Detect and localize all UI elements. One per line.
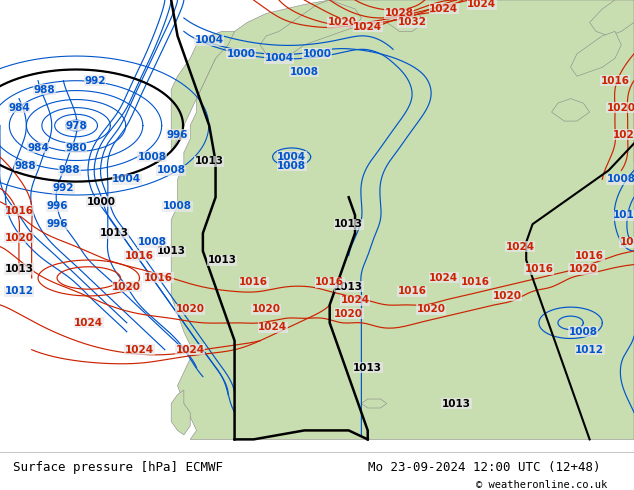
Polygon shape — [387, 9, 425, 31]
Text: 1008: 1008 — [157, 165, 186, 175]
Text: 988: 988 — [34, 85, 55, 95]
Text: 1004: 1004 — [195, 35, 224, 46]
Text: 1016: 1016 — [619, 237, 634, 247]
Polygon shape — [361, 399, 387, 408]
Text: 996: 996 — [46, 219, 68, 229]
Text: 1008: 1008 — [138, 237, 167, 247]
Polygon shape — [171, 31, 235, 152]
Text: 1013: 1013 — [157, 246, 186, 256]
Text: 1016: 1016 — [524, 264, 553, 274]
Polygon shape — [171, 0, 634, 440]
Text: 1013: 1013 — [442, 398, 471, 409]
Text: 1000: 1000 — [87, 197, 116, 207]
Text: 1020: 1020 — [417, 304, 446, 315]
Text: 1024: 1024 — [613, 129, 634, 140]
Text: 1024: 1024 — [505, 242, 534, 251]
Text: 1020: 1020 — [252, 304, 281, 315]
Text: 992: 992 — [53, 183, 74, 194]
Text: Mo 23-09-2024 12:00 UTC (12+48): Mo 23-09-2024 12:00 UTC (12+48) — [368, 461, 600, 474]
Polygon shape — [571, 31, 621, 76]
Text: 1004: 1004 — [264, 53, 294, 63]
Text: 1020: 1020 — [176, 304, 205, 315]
Text: 1032: 1032 — [398, 18, 427, 27]
Text: 988: 988 — [15, 161, 36, 171]
Text: 1008: 1008 — [607, 174, 634, 184]
Text: 1024: 1024 — [467, 0, 496, 9]
Text: 1020: 1020 — [112, 282, 141, 292]
Text: 1024: 1024 — [125, 344, 154, 355]
Text: © weatheronline.co.uk: © weatheronline.co.uk — [476, 480, 607, 490]
Text: 984: 984 — [8, 102, 30, 113]
Text: 978: 978 — [65, 121, 87, 130]
Polygon shape — [171, 390, 190, 435]
Text: 1008: 1008 — [569, 327, 598, 337]
Text: 1028: 1028 — [385, 8, 414, 19]
Text: 1013: 1013 — [195, 156, 224, 167]
Text: 1013: 1013 — [353, 363, 382, 373]
Text: 996: 996 — [46, 201, 68, 211]
Text: 1012: 1012 — [613, 210, 634, 220]
Text: 1013: 1013 — [334, 282, 363, 292]
Text: 1020: 1020 — [334, 309, 363, 319]
Text: 1016: 1016 — [461, 277, 490, 288]
Text: 1004: 1004 — [112, 174, 141, 184]
Text: 1024: 1024 — [429, 4, 458, 14]
Text: 1013: 1013 — [100, 228, 129, 238]
Text: 1024: 1024 — [429, 273, 458, 283]
Text: 1016: 1016 — [575, 250, 604, 261]
Text: 1016: 1016 — [125, 250, 154, 261]
Text: 1020: 1020 — [607, 102, 634, 113]
Text: 1016: 1016 — [144, 273, 173, 283]
Text: 1008: 1008 — [277, 161, 306, 171]
Text: 1024: 1024 — [258, 322, 287, 332]
Text: Surface pressure [hPa] ECMWF: Surface pressure [hPa] ECMWF — [13, 461, 223, 474]
Text: 1013: 1013 — [207, 255, 236, 265]
Text: 1013: 1013 — [4, 264, 34, 274]
Text: 1016: 1016 — [600, 75, 630, 86]
Polygon shape — [590, 0, 634, 36]
Polygon shape — [260, 0, 361, 58]
Text: 1008: 1008 — [290, 67, 319, 77]
Text: 1004: 1004 — [277, 152, 306, 162]
Text: 1016: 1016 — [239, 277, 268, 288]
Text: 1020: 1020 — [4, 233, 34, 243]
Text: 1012: 1012 — [575, 344, 604, 355]
Text: 1000: 1000 — [226, 49, 256, 59]
Text: 1016: 1016 — [398, 287, 427, 296]
Text: 1013: 1013 — [334, 219, 363, 229]
Text: 1024: 1024 — [340, 295, 370, 305]
Text: 1008: 1008 — [138, 152, 167, 162]
Text: 996: 996 — [167, 129, 188, 140]
Polygon shape — [552, 98, 590, 121]
Text: 1024: 1024 — [176, 344, 205, 355]
Text: 1000: 1000 — [302, 49, 332, 59]
Text: 1020: 1020 — [493, 291, 522, 301]
Text: 1012: 1012 — [4, 287, 34, 296]
Text: 992: 992 — [84, 75, 106, 86]
Text: 988: 988 — [59, 165, 81, 175]
Text: 1008: 1008 — [163, 201, 192, 211]
Text: 1024: 1024 — [353, 22, 382, 32]
Text: 1020: 1020 — [328, 18, 357, 27]
Text: 980: 980 — [65, 143, 87, 153]
Text: 984: 984 — [27, 143, 49, 153]
Text: 1016: 1016 — [315, 277, 344, 288]
Text: 1024: 1024 — [74, 318, 103, 328]
Text: 1016: 1016 — [4, 206, 34, 216]
Text: 1020: 1020 — [569, 264, 598, 274]
